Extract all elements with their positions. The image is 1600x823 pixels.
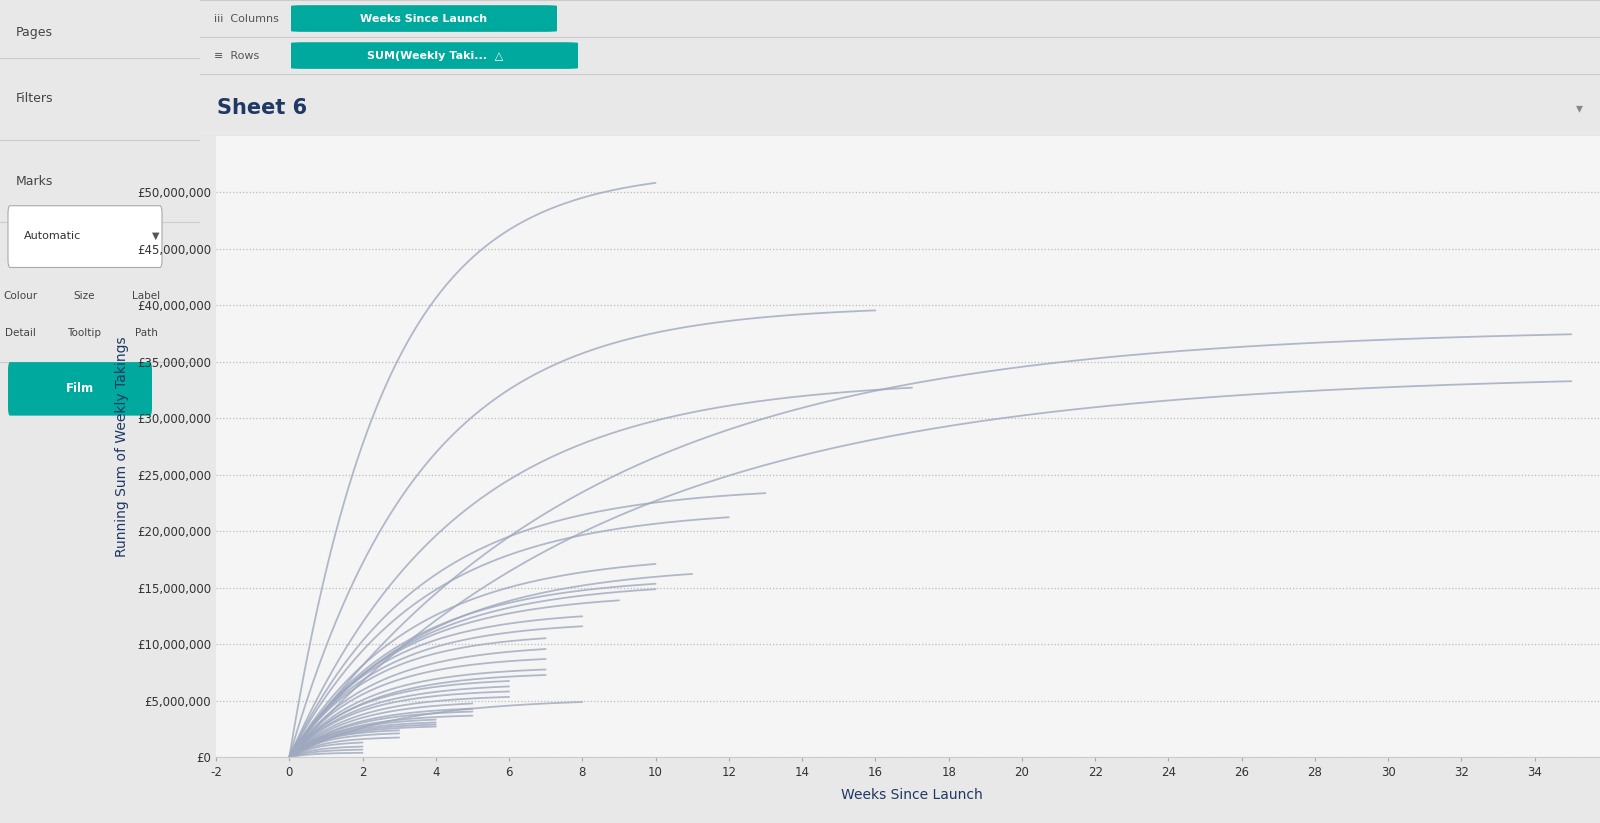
Text: Marks: Marks (16, 174, 53, 188)
Text: SUM(Weekly Taki...  △: SUM(Weekly Taki... △ (366, 50, 504, 61)
FancyBboxPatch shape (8, 362, 152, 416)
Text: Size: Size (74, 291, 94, 301)
FancyBboxPatch shape (8, 206, 162, 267)
Text: Filters: Filters (16, 92, 53, 105)
Text: ▾: ▾ (1576, 101, 1584, 115)
FancyBboxPatch shape (291, 42, 578, 69)
Text: Automatic: Automatic (24, 231, 82, 241)
FancyBboxPatch shape (291, 5, 557, 32)
X-axis label: Weeks Since Launch: Weeks Since Launch (842, 788, 982, 802)
Text: Detail: Detail (5, 328, 35, 338)
Text: Film: Film (66, 382, 94, 395)
Text: Pages: Pages (16, 26, 53, 40)
Text: Label: Label (131, 291, 160, 301)
Text: ▼: ▼ (152, 231, 160, 241)
Text: iii  Columns: iii Columns (214, 13, 278, 24)
Y-axis label: Running Sum of Weekly Takings: Running Sum of Weekly Takings (115, 336, 128, 557)
Text: Weeks Since Launch: Weeks Since Launch (360, 13, 488, 24)
Text: Tooltip: Tooltip (67, 328, 101, 338)
Text: Path: Path (134, 328, 157, 338)
Text: Colour: Colour (3, 291, 37, 301)
Text: ≡  Rows: ≡ Rows (214, 50, 259, 61)
Text: Sheet 6: Sheet 6 (218, 98, 307, 118)
